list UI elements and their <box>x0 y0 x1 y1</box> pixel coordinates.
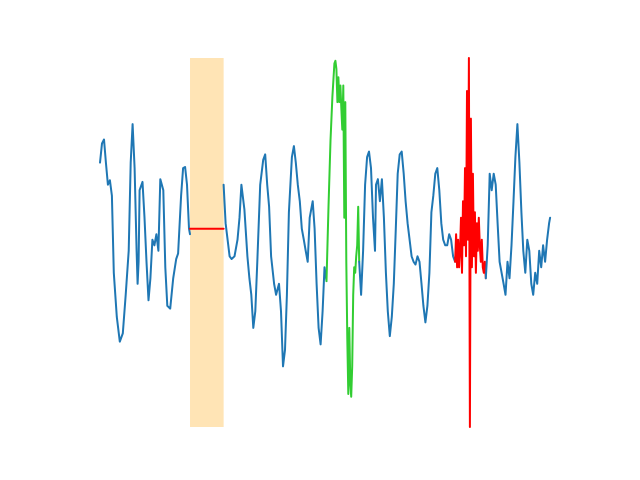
series-line-signal-1 <box>222 145 328 368</box>
plot-area <box>99 57 552 428</box>
series-line-signal-3 <box>358 150 457 338</box>
series-line-highlight-4 <box>454 57 487 428</box>
series-line-signal-0 <box>99 123 191 343</box>
shaded-region <box>190 58 224 427</box>
series-line-signal-5 <box>484 123 552 296</box>
series-line-highlight-2 <box>325 59 361 398</box>
